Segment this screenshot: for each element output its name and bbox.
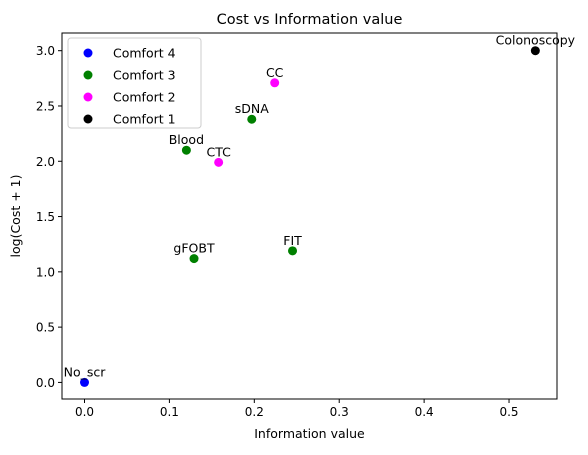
data-point [270,78,280,88]
data-point [530,46,540,56]
data-point-label: Blood [169,132,204,147]
data-point-label: FIT [283,233,302,248]
data-point-label: Colonoscopy [496,33,576,48]
y-axis-label: log(Cost + 1) [8,175,23,258]
data-point-label: CC [266,65,284,80]
x-tick-label: 0.2 [245,405,264,419]
x-axis-label: Information value [254,426,365,441]
x-tick-label: 0.3 [330,405,349,419]
plot-frame [61,32,558,400]
y-tick-label: 0.0 [36,376,55,390]
data-point [247,114,257,124]
data-point [288,246,298,256]
data-point-label: gFOBT [173,241,215,256]
data-point [181,145,191,155]
legend-label: Comfort 4 [113,46,176,61]
legend-marker [83,70,93,80]
x-tick-label: 0.5 [499,405,518,419]
legend-marker [83,92,93,102]
legend: Comfort 4 Comfort 3 Comfort 2 Comfort 1 [67,37,202,129]
data-point [214,157,224,167]
data-point-label: CTC [206,144,231,159]
legend-label: Comfort 1 [113,112,176,127]
legend-marker [83,114,93,124]
legend-box [67,37,202,129]
legend-marker [83,48,93,58]
data-point-label: sDNA [235,101,269,116]
y-tick-label: 3.0 [36,44,55,58]
legend-label: Comfort 3 [113,68,176,83]
data-point-label: No_scr [64,364,107,379]
data-point [189,254,199,264]
y-tick-label: 1.0 [36,265,55,279]
y-tick-label: 2.5 [36,99,55,113]
data-point [80,377,89,387]
y-axis-ticks: 0.0 0.5 1.0 1.5 2.0 2.5 3.0 [36,44,62,390]
legend-label: Comfort 2 [113,90,176,105]
x-tick-label: 0.1 [160,405,179,419]
y-tick-label: 2.0 [36,155,55,169]
data-points: No_scr Blood sDNA gFOBT FIT CTC CC Colonoscopy [64,33,576,387]
y-tick-label: 0.5 [36,321,55,335]
x-tick-label: 0.0 [75,405,94,419]
x-axis-ticks: 0.0 0.1 0.2 0.3 0.4 0.5 [75,399,519,419]
chart-title: Cost vs Information value [217,12,403,28]
x-tick-label: 0.4 [415,405,434,419]
y-tick-label: 1.5 [36,210,55,224]
